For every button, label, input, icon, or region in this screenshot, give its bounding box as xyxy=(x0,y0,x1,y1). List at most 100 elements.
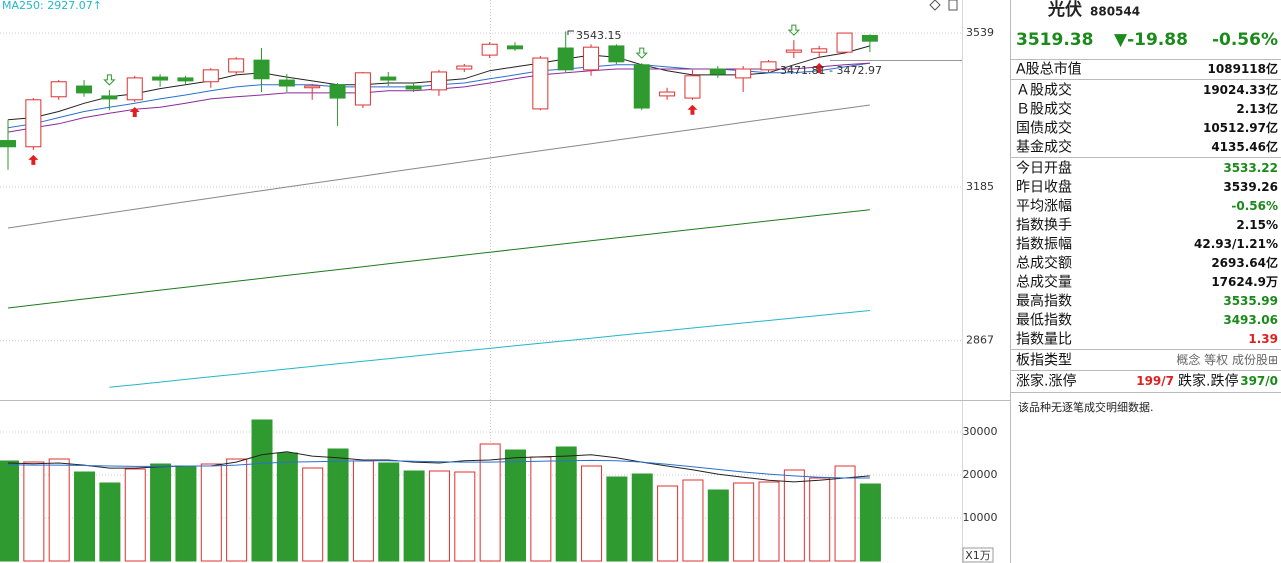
volume-bar xyxy=(352,460,374,562)
row-label: 指数振幅 xyxy=(1016,237,1072,253)
diamond-button[interactable] xyxy=(929,0,941,11)
row-value: 概念 等权 成份股⊞ xyxy=(1176,352,1278,367)
y-tick-label: 2867 xyxy=(966,334,994,347)
ma-label: MA250: 2927.07↑ xyxy=(2,0,102,12)
sell-signal xyxy=(787,24,801,36)
moving-average-line xyxy=(7,459,870,479)
volume-bar xyxy=(403,470,425,562)
range-annotation: 3471.81 - 3472.97 xyxy=(780,64,882,77)
candle-body xyxy=(430,71,447,91)
row-label: 最低指数 xyxy=(1016,313,1072,329)
panel-button[interactable] xyxy=(948,0,958,11)
volume-bar xyxy=(809,477,831,562)
candle-body xyxy=(583,46,600,71)
moving-average-line xyxy=(109,310,870,388)
row-value: 17624.9万 xyxy=(1211,275,1278,289)
candle-body xyxy=(532,57,549,110)
moving-average-line xyxy=(7,209,870,309)
row-label: 板指类型 xyxy=(1016,353,1072,369)
volume-bar xyxy=(378,462,400,562)
panel-note: 该品种无逐笔成交明细数据. xyxy=(1018,400,1154,414)
unit-label: X1万 xyxy=(965,549,991,562)
row-value: 2693.64亿 xyxy=(1211,255,1278,270)
breadth-down: 397/0 xyxy=(1240,374,1278,388)
volume-bar xyxy=(606,476,628,562)
candle-body xyxy=(101,95,118,100)
buy-signal xyxy=(129,106,140,117)
volume-bar xyxy=(783,469,805,562)
volume-bar xyxy=(555,446,577,562)
y-tick-label: 30000 xyxy=(963,425,998,438)
candle-body xyxy=(278,79,295,87)
volume-bar xyxy=(251,419,273,562)
row-value: 2.15% xyxy=(1236,218,1278,232)
volume-bar xyxy=(454,471,476,562)
moving-average-line xyxy=(7,104,870,229)
volume-bar xyxy=(581,465,603,562)
candle-body xyxy=(709,68,726,75)
volume-bar xyxy=(733,482,755,562)
row-label: 最高指数 xyxy=(1016,293,1072,310)
volume-bar xyxy=(48,458,70,562)
volume-bar xyxy=(99,482,121,562)
candle-body xyxy=(760,61,777,71)
volume-bar xyxy=(226,458,248,562)
candle-body xyxy=(380,76,397,81)
row-value: 19024.33亿 xyxy=(1203,82,1278,97)
candle-body xyxy=(304,85,321,89)
volume-bar xyxy=(74,471,96,562)
breadth-up: 199/7 xyxy=(1136,374,1174,388)
candle-body xyxy=(253,59,270,80)
candle-body xyxy=(177,77,194,82)
row-value: 42.93/1.21% xyxy=(1194,237,1278,251)
row-value: 3539.26 xyxy=(1223,180,1278,194)
volume-bar xyxy=(530,456,552,562)
row-value: 1.39 xyxy=(1248,332,1278,346)
volume-bar xyxy=(505,449,526,562)
volume-bar xyxy=(175,465,197,562)
volume-bar xyxy=(758,481,780,562)
volume-bar xyxy=(124,468,146,562)
candle-body xyxy=(836,32,853,53)
sell-signal xyxy=(635,47,648,59)
row-value: -0.56% xyxy=(1231,199,1278,213)
candle-body xyxy=(25,99,42,148)
volume-bar xyxy=(200,463,222,562)
candle-body xyxy=(0,140,16,148)
annotation-pointer xyxy=(567,30,574,35)
row-value: 3493.06 xyxy=(1223,313,1278,327)
candle-body xyxy=(456,65,473,70)
candle-body xyxy=(557,47,574,71)
row-label: 基金成交 xyxy=(1016,139,1072,156)
volume-bar xyxy=(657,485,679,562)
row-label: Ｂ股成交 xyxy=(1016,101,1072,118)
volume-bar xyxy=(0,460,19,562)
breadth-up-label: 涨家.涨停 xyxy=(1016,373,1076,390)
volume-bar xyxy=(150,463,172,562)
row-label: 昨日收盘 xyxy=(1016,179,1072,196)
candle-body xyxy=(684,75,701,99)
percent-change: -0.56% xyxy=(1212,30,1278,50)
volume-bar xyxy=(23,461,45,562)
candle-body xyxy=(76,85,93,94)
info-panel: 光伏 880544 3519.38 ▼-19.88 -0.56% A股总市值 1089118… xyxy=(1011,0,1281,414)
y-tick-label: 3185 xyxy=(966,180,994,193)
volume-bar xyxy=(859,483,881,562)
candle-body xyxy=(659,91,676,97)
moving-average-line xyxy=(7,451,870,483)
row-label: 平均涨幅 xyxy=(1016,199,1072,215)
row-value: 1089118亿 xyxy=(1208,61,1278,76)
buy-signal xyxy=(28,154,39,165)
candle-body xyxy=(50,81,67,98)
candle-body xyxy=(202,69,219,83)
volume-bar xyxy=(327,448,349,562)
candle-body xyxy=(152,76,169,81)
y-tick-label: 20000 xyxy=(963,468,998,481)
row-value: 4135.46亿 xyxy=(1211,139,1278,154)
volume-bar xyxy=(428,470,450,562)
row-label: 指数量比 xyxy=(1016,332,1072,348)
instrument-name: 光伏 xyxy=(1047,0,1082,20)
charts: 3539 3185 2867 MA250: 2927.07↑ 3543.15 3471.8… xyxy=(0,0,998,563)
candle-body xyxy=(811,48,828,53)
buy-signal xyxy=(687,104,698,115)
